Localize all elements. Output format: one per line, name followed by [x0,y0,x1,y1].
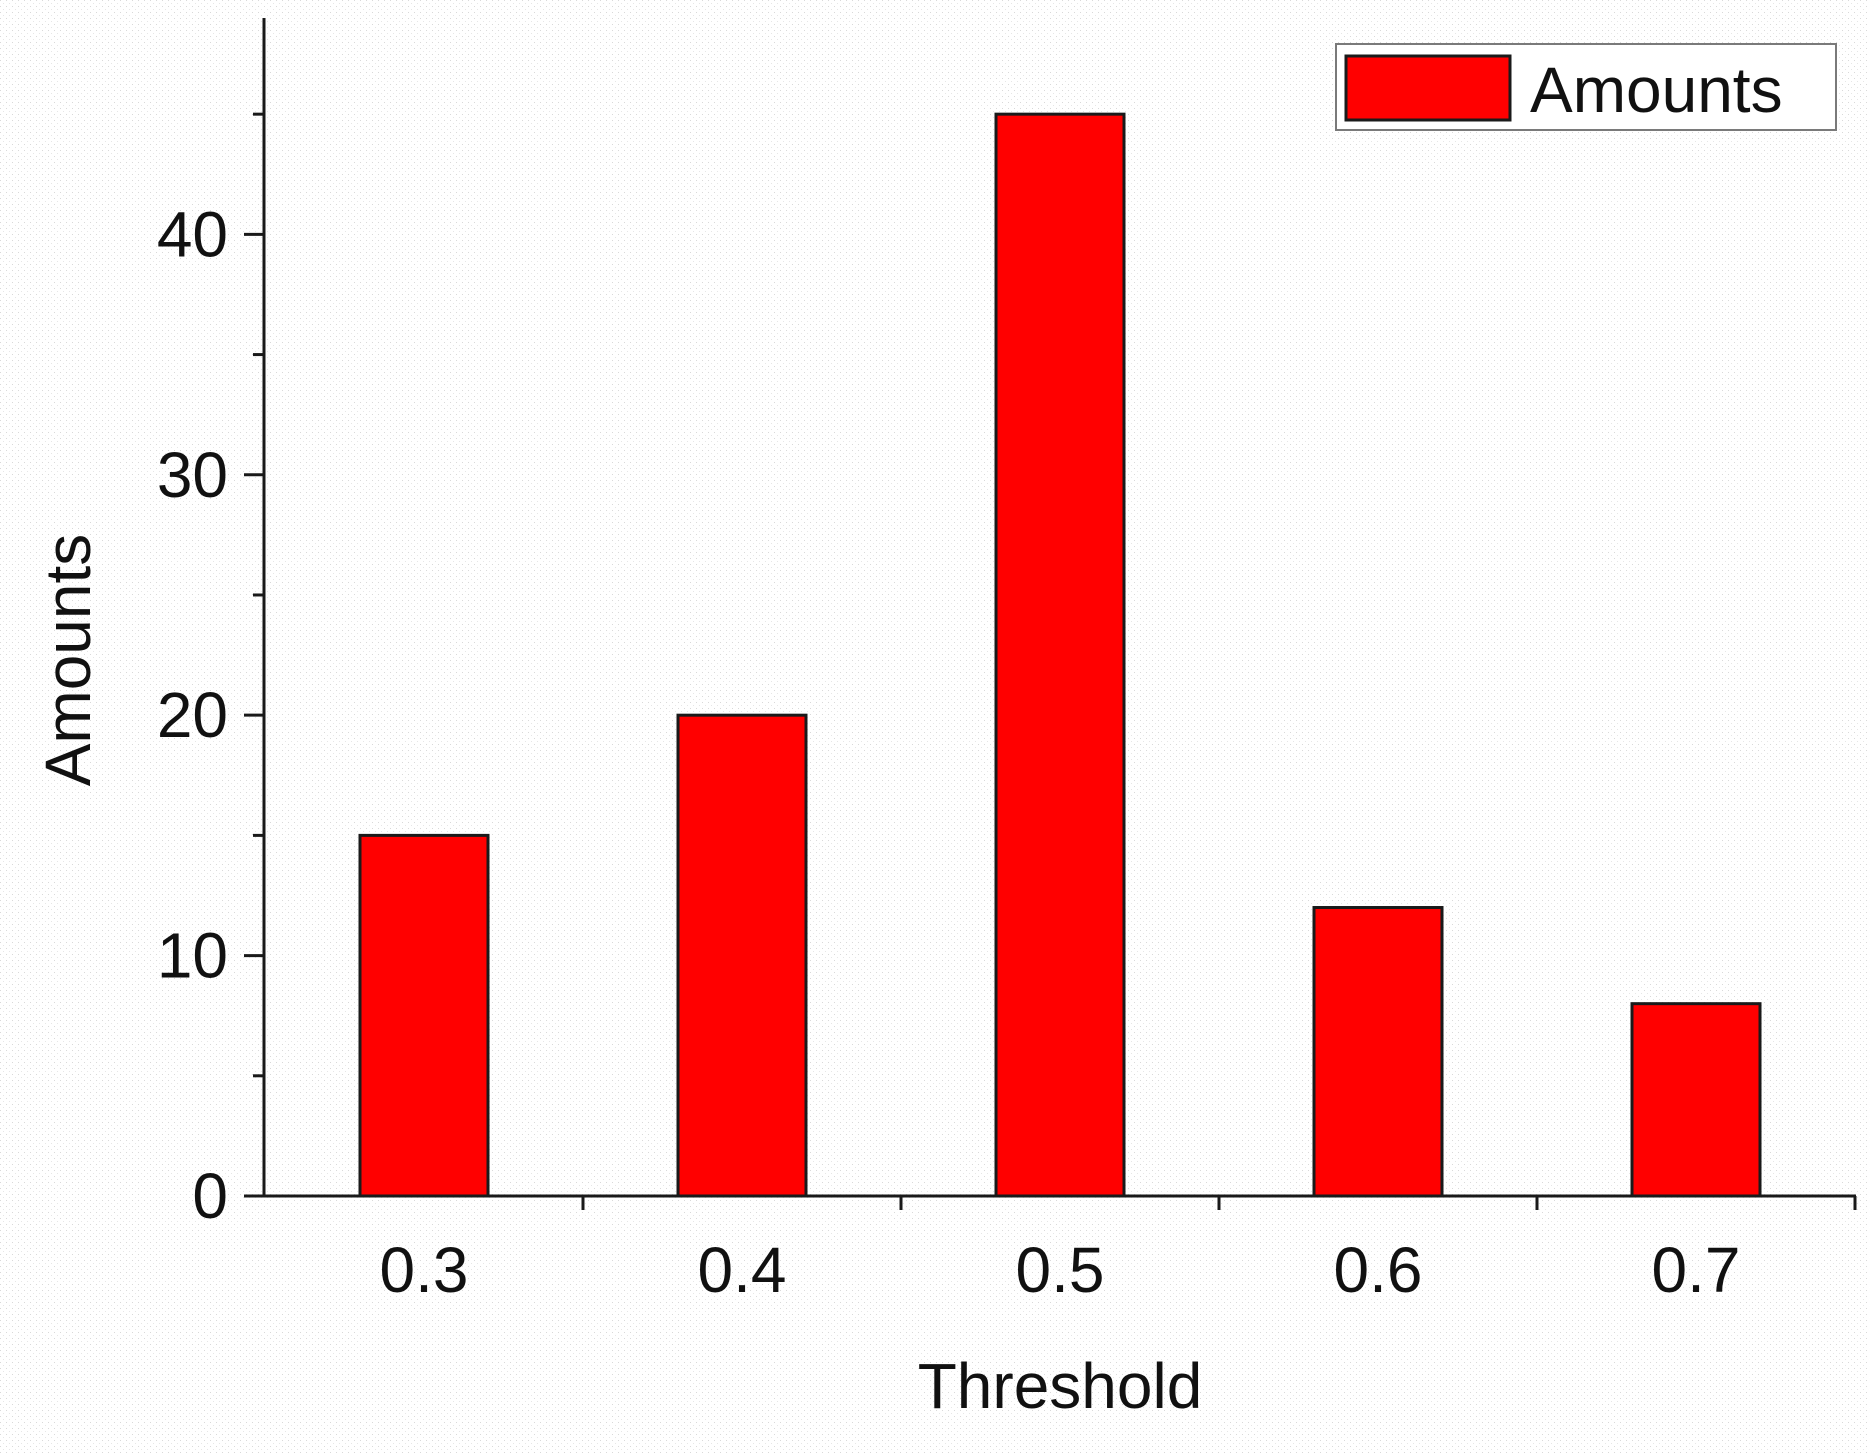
y-tick-label: 40 [157,198,228,270]
bar-0.5 [994,112,1126,1198]
y-ticks-group: 0 10 20 30 40 [157,112,264,1232]
x-tick-label: 0.4 [698,1234,787,1306]
legend: Amounts [1335,43,1837,131]
y-tick-label: 10 [157,920,228,992]
y-tick-label: 0 [192,1160,228,1232]
y-axis-title: Amounts [32,534,104,787]
x-axis-title: Threshold [918,1350,1203,1422]
legend-label: Amounts [1530,54,1783,126]
x-tick-label: 0.5 [1016,1234,1105,1306]
x-tick-label: 0.7 [1652,1234,1741,1306]
y-tick-label: 30 [157,439,228,511]
bar-0.4 [676,713,808,1198]
y-tick-label: 20 [157,679,228,751]
bar-0.6 [1312,906,1444,1198]
x-ticks-group: 0.3 0.4 0.5 0.6 0.7 [380,1196,1857,1306]
bar-0.7 [1630,1002,1762,1198]
bar-0.3 [358,833,490,1198]
bars-group [358,112,1762,1198]
legend-swatch [1344,54,1512,122]
x-tick-label: 0.3 [380,1234,469,1306]
x-tick-label: 0.6 [1334,1234,1423,1306]
axes-group [262,18,1856,1198]
